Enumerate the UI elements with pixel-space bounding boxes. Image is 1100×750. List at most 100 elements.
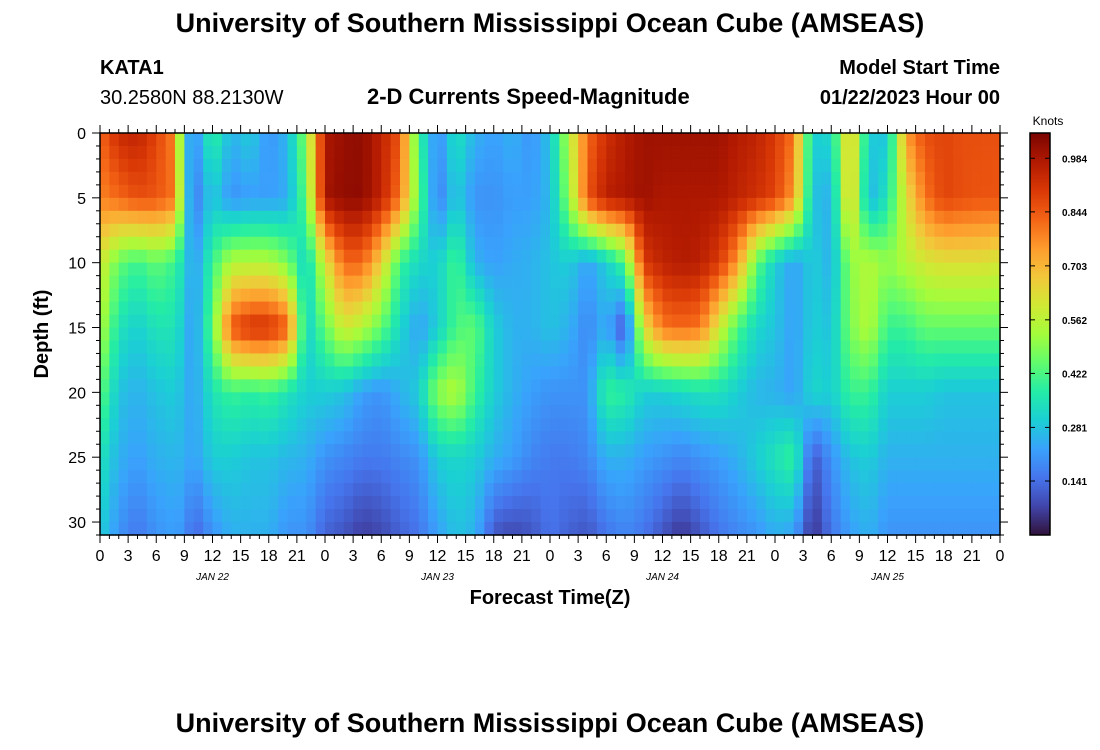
heatmap-cell — [596, 353, 607, 368]
heatmap-cell — [287, 223, 298, 238]
heatmap-cell — [765, 275, 776, 290]
heatmap-cell — [531, 236, 542, 251]
heatmap-cell — [484, 288, 495, 303]
heatmap-cell — [550, 457, 560, 471]
heatmap-cell — [906, 483, 917, 497]
heatmap-cell — [306, 418, 317, 432]
heatmap-cell — [831, 392, 842, 406]
heatmap-cell — [343, 353, 354, 368]
heatmap-cell — [446, 509, 457, 523]
heatmap-cell — [175, 145, 185, 160]
heatmap-cell — [746, 158, 757, 173]
heatmap-cell — [990, 353, 1001, 368]
heatmap-cell — [353, 444, 364, 458]
heatmap-cell — [718, 522, 729, 536]
heatmap-cell — [240, 483, 251, 497]
heatmap-cell — [212, 457, 223, 471]
heatmap-cell — [456, 457, 467, 471]
heatmap-cell — [165, 223, 176, 238]
heatmap-cell — [559, 223, 570, 238]
heatmap-cell — [418, 457, 429, 471]
heatmap-cell — [793, 444, 804, 458]
heatmap-cell — [821, 366, 832, 380]
heatmap-cell — [653, 327, 664, 342]
heatmap-cell — [671, 262, 682, 277]
heatmap-cell — [315, 444, 326, 458]
heatmap-cell — [362, 379, 373, 393]
heatmap-cell — [559, 483, 570, 497]
heatmap-cell — [118, 470, 129, 484]
heatmap-cell — [915, 470, 926, 484]
heatmap-cell — [146, 197, 157, 212]
heatmap-cell — [775, 522, 785, 536]
heatmap-cell — [306, 158, 317, 173]
heatmap-cell — [325, 236, 335, 251]
heatmap-cell — [306, 379, 317, 393]
heatmap-cell — [746, 145, 757, 160]
heatmap-cell — [146, 366, 157, 380]
heatmap-cell — [962, 379, 973, 393]
heatmap-cell — [465, 249, 476, 264]
heatmap-cell — [296, 379, 307, 393]
heatmap-cell — [606, 340, 617, 355]
heatmap-cell — [418, 288, 429, 303]
heatmap-cell — [821, 340, 832, 355]
heatmap-cell — [887, 301, 898, 316]
heatmap-cell — [371, 405, 382, 419]
heatmap-cell — [212, 249, 223, 264]
heatmap-cell — [250, 392, 260, 406]
heatmap-cell — [690, 314, 701, 329]
heatmap-cell — [362, 340, 373, 355]
heatmap-cell — [775, 133, 785, 147]
heatmap-cell — [653, 184, 664, 199]
heatmap-cell — [540, 158, 551, 173]
heatmap-cell — [109, 496, 120, 510]
heatmap-cell — [981, 301, 992, 316]
heatmap-cell — [868, 444, 879, 458]
heatmap-cell — [756, 133, 767, 147]
heatmap-cell — [653, 444, 664, 458]
heatmap-cell — [615, 223, 626, 238]
heatmap-cell — [109, 379, 120, 393]
heatmap-cell — [981, 249, 992, 264]
heatmap-cell — [381, 509, 392, 523]
heatmap-cell — [943, 223, 954, 238]
heatmap-cell — [146, 158, 157, 173]
heatmap-cell — [334, 210, 345, 225]
heatmap-cell — [371, 327, 382, 342]
heatmap-cell — [943, 444, 954, 458]
heatmap-cell — [896, 275, 907, 290]
heatmap-cell — [596, 197, 607, 212]
heatmap-cell — [681, 314, 692, 329]
heatmap-cell — [775, 366, 785, 380]
heatmap-cell — [653, 197, 664, 212]
heatmap-cell — [250, 197, 260, 212]
heatmap-cell — [887, 210, 898, 225]
heatmap-cell — [165, 418, 176, 432]
heatmap-cell — [812, 483, 823, 497]
heatmap-cell — [418, 301, 429, 316]
heatmap-cell — [662, 145, 673, 160]
heatmap-cell — [268, 262, 279, 277]
heatmap-cell — [690, 197, 701, 212]
heatmap-cell — [925, 145, 935, 160]
heatmap-cell — [596, 470, 607, 484]
heatmap-cell — [559, 288, 570, 303]
heatmap-cell — [287, 418, 298, 432]
heatmap-cell — [943, 184, 954, 199]
heatmap-cell — [775, 301, 785, 316]
heatmap-cell — [728, 470, 739, 484]
heatmap-cell — [193, 431, 204, 445]
heatmap-cell — [540, 133, 551, 147]
heatmap-cell — [503, 366, 514, 380]
heatmap-cell — [681, 275, 692, 290]
heatmap-cell — [221, 145, 232, 160]
heatmap-cell — [550, 288, 560, 303]
heatmap-cell — [718, 301, 729, 316]
heatmap-cell — [971, 431, 982, 445]
heatmap-cell — [193, 522, 204, 536]
heatmap-cell — [925, 418, 935, 432]
heatmap-cell — [821, 288, 832, 303]
heatmap-cell — [821, 392, 832, 406]
heatmap-cell — [465, 301, 476, 316]
